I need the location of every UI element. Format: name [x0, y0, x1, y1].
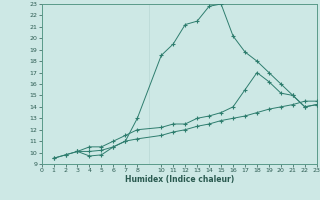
X-axis label: Humidex (Indice chaleur): Humidex (Indice chaleur): [124, 175, 234, 184]
